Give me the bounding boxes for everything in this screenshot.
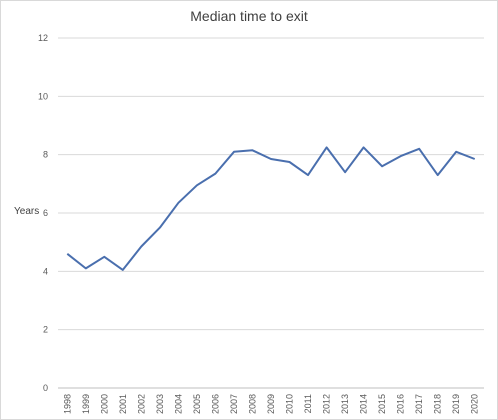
x-tick-label: 2016 xyxy=(396,394,406,414)
x-tick-label: 2007 xyxy=(229,394,239,414)
x-tick-label: 2002 xyxy=(136,394,146,414)
chart-title: Median time to exit xyxy=(190,8,308,24)
y-tick-label: 0 xyxy=(43,383,48,393)
gridlines xyxy=(58,37,484,389)
y-tick-label: 2 xyxy=(43,325,48,335)
x-tick-label: 2012 xyxy=(322,394,332,414)
y-tick-label: 4 xyxy=(43,266,48,276)
x-tick-label: 2011 xyxy=(303,394,313,413)
y-tick-label: 12 xyxy=(38,33,48,43)
x-tick-label: 2010 xyxy=(285,394,295,414)
x-tick-label: 2013 xyxy=(340,394,350,414)
x-tick-label: 2004 xyxy=(173,394,183,414)
x-tick-label: 2008 xyxy=(247,394,257,414)
x-tick-label: 2019 xyxy=(451,394,461,414)
x-tick-label: 2005 xyxy=(192,394,202,414)
y-tick-label: 6 xyxy=(43,208,48,218)
x-tick-label: 1998 xyxy=(62,394,72,414)
x-tick-label: 2001 xyxy=(118,394,128,414)
x-tick-label: 2015 xyxy=(377,394,387,414)
y-axis-label: Years xyxy=(14,206,40,217)
series-line xyxy=(66,146,476,271)
y-tick-label: 8 xyxy=(43,150,48,160)
x-tick-label: 2020 xyxy=(470,394,480,414)
x-tick-label: 2009 xyxy=(266,394,276,414)
x-tick-label: 2017 xyxy=(414,394,424,414)
x-tick-label: 2003 xyxy=(155,394,165,414)
x-tick-label: 2006 xyxy=(210,394,220,414)
y-tick-labels: 0 2 4 6 8 10 12 xyxy=(38,33,48,393)
x-tick-label: 1999 xyxy=(81,394,91,414)
x-tick-label: 2018 xyxy=(433,394,443,414)
y-tick-label: 10 xyxy=(38,91,48,101)
x-tick-labels: 1998 1999 2000 2001 2002 2003 2004 2005 2006 2007… xyxy=(62,394,479,414)
x-tick-label: 2014 xyxy=(359,394,369,414)
series-lines xyxy=(66,146,476,271)
x-tick-label: 2000 xyxy=(99,394,109,414)
